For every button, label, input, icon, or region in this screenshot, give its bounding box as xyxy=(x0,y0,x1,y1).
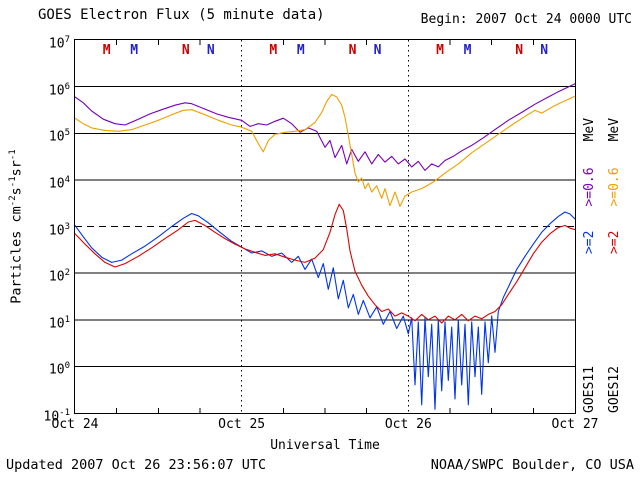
noon-midnight-marker: M xyxy=(296,43,305,58)
y-tick-label: 100 xyxy=(48,361,70,378)
y-tick-label: 104 xyxy=(48,174,70,192)
y-tick-label: 10-1 xyxy=(43,408,71,425)
noon-midnight-marker: N xyxy=(348,43,357,58)
noon-midnight-marker: M xyxy=(463,43,472,58)
chart-title: GOES Electron Flux (5 minute data) xyxy=(38,7,325,23)
legend-goes12-ge06-label: >=0.6 xyxy=(607,167,622,207)
noon-midnight-marker: M xyxy=(436,43,444,58)
legend-goes11-label: GOES11 xyxy=(582,366,597,413)
legend-goes11: GOES11 >=2 >=0.6 MeV xyxy=(582,40,598,413)
legend-goes11-ge06-label: >=0.6 xyxy=(582,167,597,207)
x-tick-label: Oct 27 xyxy=(551,417,599,432)
legend-goes12-ge2-label: >=2 xyxy=(607,230,622,255)
y-tick-label: 106 xyxy=(48,81,70,98)
y-tick-label: 102 xyxy=(48,268,70,285)
x-axis-title: Universal Time xyxy=(270,438,380,453)
updated-timestamp: Updated 2007 Oct 26 23:56:07 UTC xyxy=(6,457,267,473)
y-tick-label: 101 xyxy=(48,314,70,332)
x-tick-label: Oct 25 xyxy=(218,417,266,432)
noon-midnight-marker: M xyxy=(130,43,139,58)
source-credit: NOAA/SWPC Boulder, CO USA xyxy=(430,457,634,473)
legend-goes11-mev-unit: MeV xyxy=(582,117,597,142)
chart-canvas xyxy=(75,40,575,413)
noon-midnight-marker: N xyxy=(373,43,382,58)
noon-midnight-marker: N xyxy=(181,43,190,58)
y-tick-label: 107 xyxy=(48,35,70,52)
noon-midnight-marker: N xyxy=(515,43,524,58)
noon-midnight-marker: N xyxy=(540,43,549,58)
legend-goes12: GOES12 >=2 >=0.6 MeV xyxy=(607,40,623,413)
legend-goes12-label: GOES12 xyxy=(607,366,622,413)
legend-goes11-ge2-label: >=2 xyxy=(582,230,597,255)
noon-midnight-marker: M xyxy=(269,43,278,58)
x-tick-label: Oct 26 xyxy=(384,417,432,432)
legend-goes12-mev-unit: MeV xyxy=(607,117,622,142)
y-tick-label: 105 xyxy=(48,128,70,145)
y-tick-label: 103 xyxy=(48,221,70,238)
noon-midnight-marker: N xyxy=(206,43,215,58)
begin-timestamp: Begin: 2007 Oct 24 0000 UTC xyxy=(420,12,632,27)
x-tick-label: Oct 24 xyxy=(51,417,99,432)
noon-midnight-marker: M xyxy=(102,43,111,58)
